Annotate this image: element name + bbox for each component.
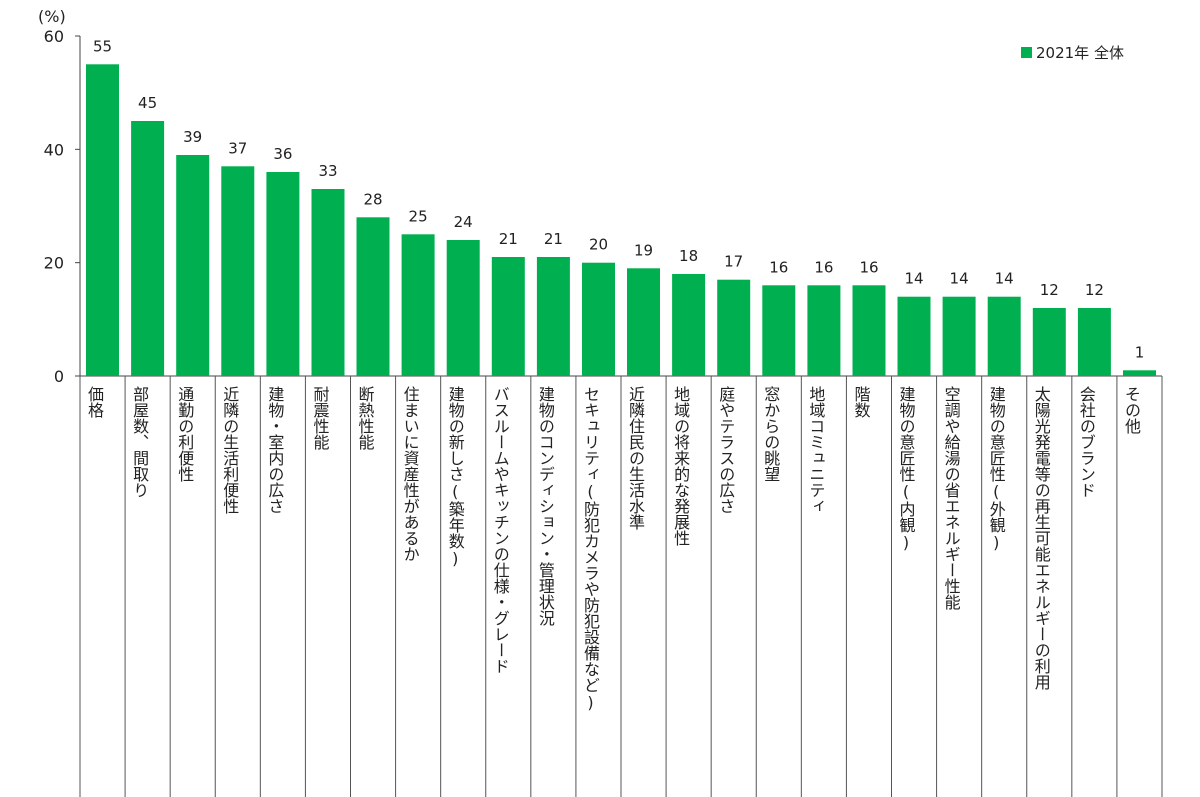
bar	[582, 262, 615, 376]
category-label: 建物の意匠性(外観)	[987, 386, 1006, 552]
bar-value-label: 33	[318, 162, 337, 180]
category-label: 住まいに資産性があるか	[401, 386, 420, 562]
category-label: 近隣住民の生活水準	[626, 386, 645, 530]
bar-value-label: 18	[679, 247, 698, 265]
legend-label: 2021年 全体	[1036, 44, 1124, 62]
bar	[897, 296, 931, 376]
bar-value-label: 37	[228, 139, 247, 157]
category-label: 建物のコンディション・管理状況	[536, 386, 555, 627]
bar-value-label: 16	[859, 258, 878, 276]
bar	[942, 296, 976, 376]
bar-value-label: 55	[93, 37, 112, 55]
bar	[807, 285, 841, 376]
bar	[86, 64, 119, 377]
bar	[176, 155, 210, 376]
bar	[491, 257, 525, 376]
bar	[356, 217, 390, 376]
y-tick-label: 60	[44, 27, 64, 46]
bar-value-label: 17	[724, 253, 743, 271]
bar-value-label: 25	[409, 207, 428, 225]
bar	[987, 296, 1021, 376]
bar	[536, 257, 570, 376]
bar-value-label: 1	[1135, 343, 1145, 361]
bars	[86, 64, 1156, 377]
bar	[266, 172, 300, 376]
bar-value-label: 39	[183, 128, 202, 146]
category-label: 空調や給湯の省エネルギー性能	[942, 386, 961, 611]
bar	[221, 166, 255, 376]
bar-value-label: 45	[138, 94, 157, 112]
data-labels: 55 45 39 37 36 33 28 25 24 21 21 20 19 18 17 16 16 16 14 14…	[93, 37, 1144, 361]
bar-value-label: 21	[544, 230, 563, 248]
bar-value-label: 14	[950, 270, 969, 288]
category-label: その他	[1122, 386, 1141, 435]
bar	[1077, 308, 1111, 376]
category-label: 耐震性能	[311, 386, 330, 451]
bar-value-label: 20	[589, 236, 608, 254]
bar-value-label: 19	[634, 241, 653, 259]
y-tick-label: 40	[44, 140, 64, 159]
bar-value-label: 36	[273, 145, 292, 163]
bar	[1123, 370, 1156, 376]
category-label: 価格	[85, 386, 104, 418]
bar	[401, 234, 435, 376]
category-label: 建物・室内の広さ	[265, 386, 284, 514]
bar-value-label: 12	[1085, 281, 1104, 299]
y-axis-unit-label: (%)	[38, 7, 66, 26]
category-label: 階数	[852, 386, 871, 418]
category-label: 建物の意匠性(内観)	[897, 386, 916, 552]
bar	[717, 279, 751, 376]
category-label: 断熱性能	[356, 386, 375, 451]
bar	[627, 268, 660, 376]
category-label: 建物の新しさ(築年数)	[446, 386, 465, 568]
bar	[131, 121, 165, 376]
bar-value-label: 12	[1040, 281, 1059, 299]
category-label: 近隣の生活利便性	[220, 386, 239, 514]
y-tick-label: 0	[54, 367, 64, 386]
bar	[672, 274, 706, 376]
category-label: 会社のブランド	[1077, 386, 1096, 498]
category-label: 地域の将来的な発展性	[671, 386, 690, 546]
category-label: 庭やテラスの広さ	[716, 386, 735, 514]
category-labels: 価格 部屋数、間取り 通勤の利便性 近隣の生活利便性 建物・室内の広さ 耐震性能 断熱性能 住…	[79, 376, 1163, 797]
category-label: 地域コミュニティ	[806, 386, 825, 514]
category-label: バスルームやキッチンの仕様・グレード	[491, 386, 510, 674]
bar-value-label: 14	[904, 270, 923, 288]
bar	[762, 285, 796, 376]
category-label: セキュリティ(防犯カメラや防犯設備など)	[581, 386, 600, 712]
bar	[852, 285, 886, 376]
category-label: 窓からの眺望	[761, 386, 780, 482]
bar	[446, 240, 480, 376]
legend: 2021年 全体	[1021, 44, 1124, 62]
category-label: 部屋数、間取り	[130, 386, 149, 498]
bar-value-label: 24	[454, 213, 473, 231]
bar-value-label: 16	[769, 258, 788, 276]
category-label: 通勤の利便性	[175, 386, 194, 482]
y-tick-label: 20	[44, 254, 64, 273]
category-label: 太陽光発電等の再生可能エネルギーの利用	[1032, 386, 1051, 691]
bar-value-label: 21	[499, 230, 518, 248]
bar	[1032, 308, 1066, 376]
y-axis-ticks: 0 20 40 60	[44, 27, 80, 386]
bar-value-label: 14	[995, 270, 1014, 288]
bar-value-label: 16	[814, 258, 833, 276]
bar	[311, 189, 345, 376]
bar-value-label: 28	[363, 190, 382, 208]
legend-swatch	[1021, 47, 1032, 58]
